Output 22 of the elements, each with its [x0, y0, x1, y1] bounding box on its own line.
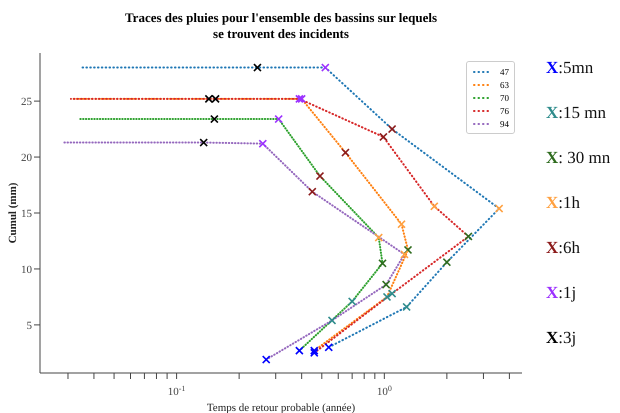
y-tick-label: 5 [26, 320, 32, 332]
text: X:5mn [546, 58, 594, 77]
chart-title: Traces des pluies pour l'ensemble des bassins sur lequels se trouvent des incidents [124, 10, 438, 42]
legend-label: 63 [500, 80, 509, 90]
legend-label: 47 [500, 66, 509, 76]
y-tick-label: 20 [21, 152, 32, 164]
text: X:3j [546, 328, 576, 347]
text: X:15 mn [546, 103, 606, 122]
y-tick-label: 10 [21, 264, 32, 276]
y-tick-label: 25 [21, 96, 32, 108]
y-tick-label: 15 [21, 208, 32, 220]
text: X:6h [546, 238, 580, 257]
x-tick-label: 10$^{0}$ [376, 384, 392, 398]
text: X:1h [546, 193, 580, 212]
text: X:1j [546, 283, 576, 302]
x-tick-label: 10$^{-1}$ [168, 384, 186, 398]
legend-label: 76 [500, 106, 509, 116]
text: X: 30 mn [546, 148, 610, 167]
legend-label: 70 [500, 92, 509, 102]
y-axis-title: Cumul (mm) [6, 182, 19, 244]
legend-label: 94 [500, 118, 509, 128]
x-axis-title: Temps de retour probable (année) [206, 402, 356, 413]
